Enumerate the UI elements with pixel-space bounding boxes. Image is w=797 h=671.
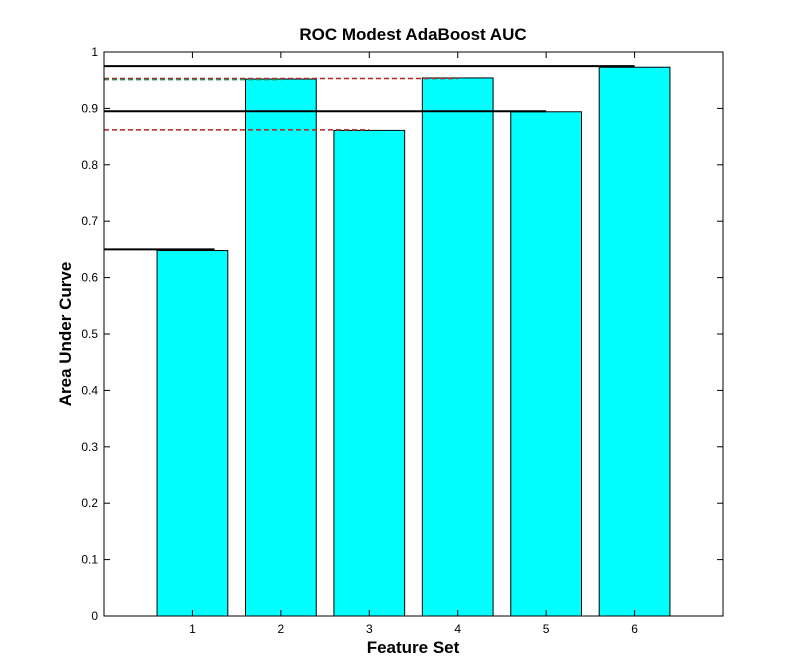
y-tick-label: 0.2 xyxy=(81,496,98,510)
y-tick-label: 0.5 xyxy=(81,327,98,341)
plot-frame xyxy=(103,51,724,617)
x-axis-label: Feature Set xyxy=(367,638,460,657)
y-tick-label: 0.7 xyxy=(81,214,98,228)
bar-1 xyxy=(156,250,229,617)
bar-4 xyxy=(421,77,494,617)
y-tick-label: 0.4 xyxy=(81,383,98,397)
y-tick-label: 0.8 xyxy=(81,158,98,172)
x-tick-label: 1 xyxy=(189,622,196,636)
y-tick-label: 0.9 xyxy=(81,101,98,115)
bar-2 xyxy=(244,78,317,617)
axis-ticks: 1 2 3 4 5 6 0 0.1 0.2 0.3 0.4 0.5 0.6 0.7 0.8 0.9 1 xyxy=(81,45,723,636)
x-tick-label: 5 xyxy=(543,622,550,636)
y-tick-label: 0.3 xyxy=(81,440,98,454)
y-tick-label: 1 xyxy=(91,45,98,59)
x-tick-label: 6 xyxy=(631,622,638,636)
bar-3 xyxy=(333,129,406,617)
y-tick-label: 0.6 xyxy=(81,271,98,285)
y-tick-label: 0.1 xyxy=(81,553,98,567)
bar-6 xyxy=(598,66,671,617)
x-tick-label: 2 xyxy=(278,622,285,636)
x-tick-label: 4 xyxy=(454,622,461,636)
y-axis-label: Area Under Curve xyxy=(56,262,75,407)
reference-lines xyxy=(104,65,635,251)
y-tick-label: 0 xyxy=(91,609,98,623)
chart-title: ROC Modest AdaBoost AUC xyxy=(299,25,526,44)
x-tick-label: 3 xyxy=(366,622,373,636)
bar-5 xyxy=(510,111,583,617)
